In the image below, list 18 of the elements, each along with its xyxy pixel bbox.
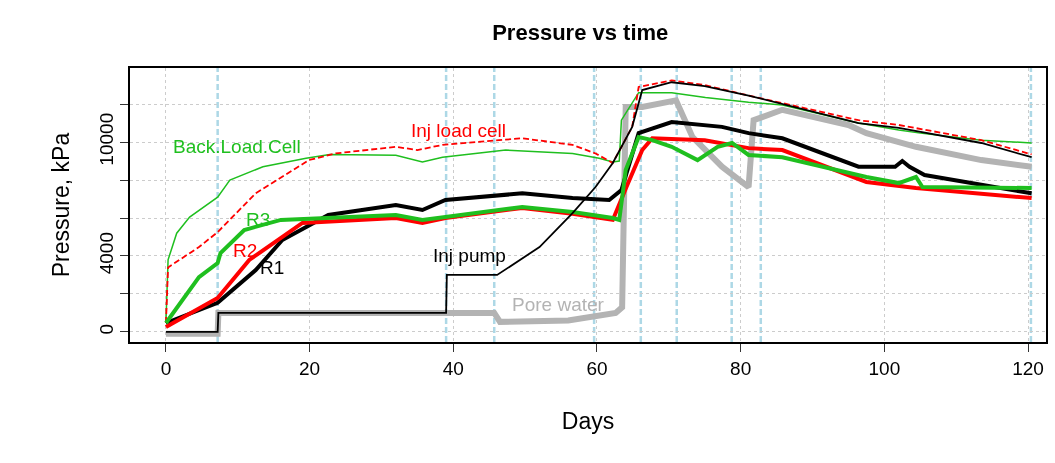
y-axis-title: Pressure, kPa [47,132,74,278]
y-tick-label: 10000 [95,112,117,166]
x-tick-label: 0 [160,357,172,379]
y-tick-label: 0 [95,323,117,335]
series-label: Inj pump [433,245,506,266]
x-tick-label: 80 [730,357,752,379]
series-label: Pore water [512,294,605,315]
series-label: R2 [233,240,258,261]
chart-title: Pressure vs time [492,20,669,46]
x-tick-label: 100 [868,357,901,379]
x-tick-label: 60 [586,357,608,379]
y-tick-label: 4000 [95,231,117,275]
x-tick-label: 40 [442,357,464,379]
x-tick-label: 20 [299,357,321,379]
x-axis-title: Days [561,407,615,434]
series-label: Inj load cell [411,120,507,141]
series-label: Back.Load.Cell [173,136,301,157]
x-tick-label: 120 [1012,357,1044,379]
